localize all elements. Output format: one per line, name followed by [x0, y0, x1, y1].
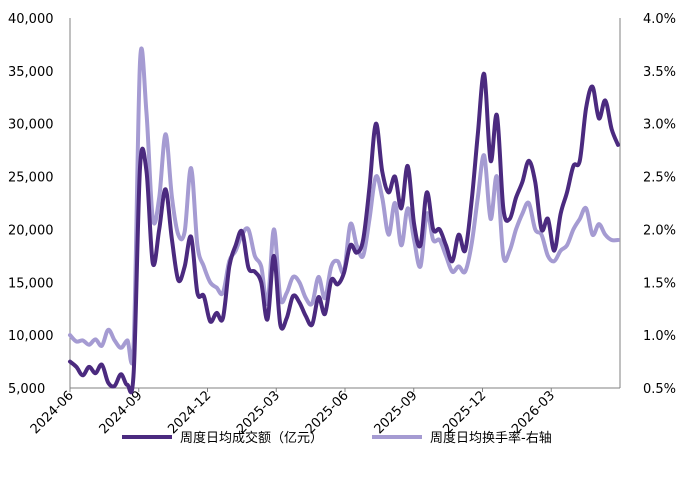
y-tick-label-left: 10,000: [8, 329, 54, 344]
y-tick-label-right: 1.5%: [643, 276, 676, 291]
legend-label-turnover-amount: 周度日均成交额（亿元）: [180, 430, 323, 446]
y-tick-label-left: 5,000: [8, 382, 45, 397]
y-axis-right-labels: 0.5% 1.0% 1.5% 2.0% 2.5% 3.0% 3.5% 4.0%: [643, 12, 676, 397]
y-tick-label-right: 0.5%: [643, 382, 676, 397]
x-tick-label: 2025-09: [372, 388, 421, 437]
y-tick-label-right: 2.0%: [643, 223, 676, 238]
series-lines: [68, 46, 620, 395]
y-tick-label-right: 1.0%: [643, 329, 676, 344]
x-tick-label: 2024-09: [97, 388, 146, 437]
y-tick-label-left: 35,000: [8, 65, 54, 80]
x-tick-label: 2026-03: [509, 388, 558, 437]
legend: 周度日均成交额（亿元） 周度日均换手率-右轴: [122, 430, 552, 446]
series-line-turnover-amount: [68, 71, 620, 395]
y-tick-label-left: 30,000: [8, 118, 54, 133]
y-tick-label-right: 4.0%: [643, 12, 676, 27]
x-tick-label: 2025-12: [440, 388, 489, 437]
y-tick-label-left: 25,000: [8, 171, 54, 186]
x-tick-label: 2025-03: [234, 388, 283, 437]
y-tick-label-right: 3.5%: [643, 65, 676, 80]
y-tick-label-left: 15,000: [8, 276, 54, 291]
x-tick-label: 2024-12: [165, 388, 214, 437]
y-tick-label-right: 2.5%: [643, 171, 676, 186]
y-tick-label-right: 3.0%: [643, 118, 676, 133]
legend-label-turnover-rate: 周度日均换手率-右轴: [430, 430, 552, 446]
x-axis-labels: 2024-06 2024-09 2024-12 2025-03 2025-06 2025-…: [28, 388, 558, 437]
x-tick-label: 2025-06: [303, 388, 352, 437]
y-axis-left-labels: 5,000 10,000 15,000 20,000 25,000 30,000 35,00…: [8, 12, 54, 397]
y-tick-label-left: 40,000: [8, 12, 54, 27]
series-line-turnover-rate: [68, 46, 620, 366]
y-tick-label-left: 20,000: [8, 223, 54, 238]
